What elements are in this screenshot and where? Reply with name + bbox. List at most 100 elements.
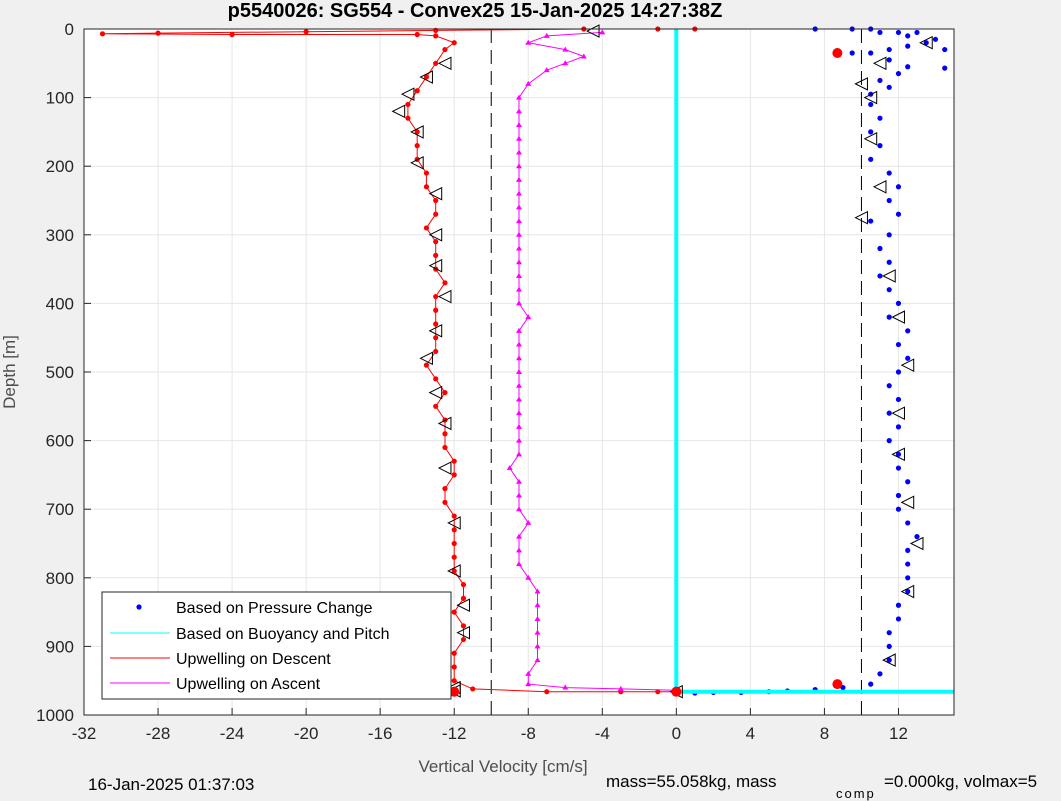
- data-point: [886, 57, 892, 63]
- legend-label-buoyancy: Based on Buoyancy and Pitch: [176, 626, 389, 643]
- data-point: [460, 623, 467, 629]
- data-point: [442, 499, 448, 505]
- data-point: [562, 46, 569, 52]
- direction-marker: [585, 24, 600, 38]
- data-point: [655, 689, 661, 695]
- series-1: [674, 29, 954, 694]
- direction-marker: [891, 406, 905, 420]
- data-point: [433, 239, 439, 245]
- y-tick-label: 600: [46, 432, 74, 451]
- series-layer: [99, 24, 954, 699]
- data-point: [516, 300, 522, 306]
- data-point: [451, 650, 457, 656]
- highlight-point: [832, 48, 843, 59]
- data-point: [895, 70, 902, 77]
- data-point: [516, 204, 522, 210]
- footer-mass-comp: =0.000kg, volmax=5: [884, 772, 1037, 791]
- direction-marker: [428, 324, 443, 338]
- direction-marker: [872, 179, 887, 194]
- data-point: [534, 643, 541, 649]
- x-tick-label: -24: [220, 724, 245, 743]
- data-point: [886, 287, 892, 293]
- data-point: [886, 643, 892, 650]
- direction-marker: [854, 210, 868, 225]
- data-point: [905, 328, 911, 334]
- data-point: [451, 513, 457, 519]
- x-tick-label: -32: [72, 724, 97, 743]
- direction-marker: [900, 584, 915, 599]
- data-point: [516, 108, 522, 114]
- data-point: [516, 218, 522, 224]
- data-point: [895, 616, 902, 622]
- data-point: [414, 31, 420, 38]
- data-point: [229, 31, 235, 38]
- data-point: [516, 190, 522, 196]
- data-point: [905, 547, 911, 553]
- direction-marker: [854, 77, 868, 91]
- data-point: [886, 259, 892, 265]
- direction-marker: [410, 155, 424, 170]
- data-point: [516, 272, 522, 278]
- data-point: [516, 492, 522, 498]
- direction-marker: [447, 564, 461, 578]
- data-point: [543, 32, 550, 38]
- data-point: [905, 520, 911, 526]
- data-point: [433, 60, 439, 66]
- data-point: [534, 615, 541, 621]
- data-point: [895, 29, 902, 36]
- data-point: [923, 40, 929, 46]
- data-point: [868, 50, 874, 56]
- direction-marker: [900, 495, 915, 510]
- series-3: [506, 29, 680, 693]
- data-point: [886, 314, 892, 320]
- data-point: [405, 101, 411, 108]
- legend-box: [101, 591, 452, 700]
- direction-marker: [437, 289, 452, 304]
- direction-marker: [391, 104, 406, 119]
- data-point: [451, 554, 457, 560]
- y-axis-ticks: 0 100 200 300 400 500 600 700 800 900 1000: [36, 20, 91, 725]
- data-point: [877, 245, 883, 252]
- data-point: [433, 376, 439, 382]
- data-point: [433, 348, 439, 355]
- legend-label-ascent: Upwelling on Ascent: [176, 676, 321, 693]
- data-point: [525, 519, 532, 525]
- direction-marker: [891, 310, 905, 324]
- data-point: [451, 527, 457, 533]
- direction-marker: [419, 70, 433, 84]
- direction-marker: [428, 385, 443, 400]
- data-point: [414, 143, 420, 149]
- data-point: [516, 327, 522, 333]
- data-point: [433, 307, 439, 313]
- data-point: [516, 533, 522, 539]
- y-tick-label: 800: [46, 569, 74, 588]
- x-tick-label: -28: [146, 724, 171, 743]
- data-point: [516, 231, 522, 237]
- data-point: [895, 465, 902, 471]
- data-point: [868, 681, 874, 687]
- data-point: [470, 686, 476, 692]
- data-point: [433, 293, 439, 300]
- x-tick-label: 0: [672, 724, 681, 743]
- data-point: [886, 84, 892, 90]
- y-tick-label: 100: [46, 89, 74, 108]
- data-point: [423, 362, 430, 368]
- direction-marker: [909, 536, 924, 551]
- legend: Based on Pressure Change Based on Buoyan…: [101, 591, 452, 700]
- data-point: [433, 197, 439, 204]
- data-point: [886, 232, 892, 238]
- direction-marker: [437, 461, 452, 475]
- x-axis-label: Vertical Velocity [cm/s]: [418, 757, 587, 776]
- data-point: [442, 280, 448, 286]
- data-point: [423, 170, 430, 176]
- direction-marker: [400, 87, 415, 101]
- direction-marker: [428, 258, 443, 273]
- direction-marker: [410, 125, 424, 139]
- data-point: [534, 657, 541, 663]
- data-point: [516, 122, 522, 128]
- data-point: [516, 355, 522, 361]
- data-point: [433, 211, 439, 217]
- x-tick-label: -16: [368, 724, 393, 743]
- data-point: [877, 77, 883, 84]
